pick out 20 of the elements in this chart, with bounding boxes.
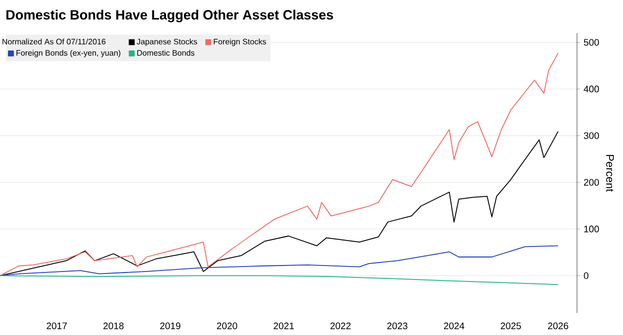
- y-tick-label: 100: [584, 226, 599, 232]
- x-tick-label: 2018: [103, 322, 124, 330]
- x-tick-label: 2024: [444, 322, 464, 330]
- y-tick-label: 300: [584, 132, 599, 140]
- x-tick-label: 2025: [500, 322, 521, 330]
- y-tick-label: 500: [584, 38, 599, 46]
- y-tick-label: 400: [584, 86, 599, 92]
- line-series: [0, 275, 559, 285]
- x-tick-label: 2022: [330, 322, 351, 330]
- y-tick-label: 200: [584, 178, 599, 186]
- x-tick-label: 2021: [274, 322, 294, 330]
- x-tick-label: 2023: [387, 322, 408, 330]
- line-series: [0, 131, 559, 276]
- y-tick-label: 0: [584, 272, 588, 280]
- x-tick-label: 2020: [216, 322, 238, 330]
- y-axis-title: Percent: [606, 155, 614, 192]
- chart-title: Domestic Bonds Have Lagged Other Asset Classes: [6, 10, 334, 22]
- x-tick-label: 2019: [160, 322, 180, 330]
- x-tick-label: 2017: [46, 322, 67, 330]
- x-tick-label: 2026: [548, 322, 568, 330]
